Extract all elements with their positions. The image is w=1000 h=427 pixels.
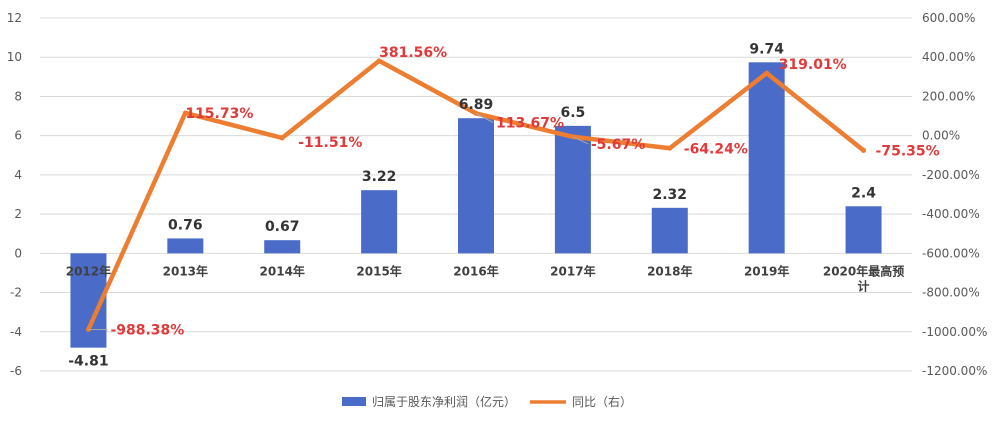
line-point	[764, 70, 770, 76]
right-tick-label: 400.00%	[922, 50, 975, 64]
category-label: 2020年最高预计	[823, 263, 904, 293]
left-tick-label: 0	[14, 246, 22, 260]
line-value-label: -5.67%	[591, 137, 645, 153]
bar-value-labels: -4.81 0.76 0.67 3.22 6.89 6.5 2.32 9.74 2.4	[68, 41, 876, 369]
category-label: 2012年	[66, 263, 111, 278]
left-tick-label: 10	[7, 50, 22, 64]
bar-value-label: 2.4	[851, 185, 876, 201]
line-point	[376, 58, 382, 64]
bar-value-label: 0.76	[168, 217, 203, 233]
line-value-labels: -988.38% 115.73% -11.51% 381.56% 113.67% -5.6…	[88, 45, 940, 338]
left-tick-label: 4	[14, 168, 22, 182]
right-tick-label: -200.00%	[922, 168, 980, 182]
left-axis: -6 -4 -2 0 2 4 6 8 10 12	[7, 11, 22, 378]
legend: 归属于股东净利润（亿元） 同比（右）	[342, 394, 632, 409]
line-value-label: 381.56%	[379, 45, 447, 61]
left-tick-label: -2	[10, 286, 22, 300]
bar-value-label: 0.67	[265, 219, 300, 235]
left-tick-label: -6	[10, 364, 22, 378]
bar	[748, 62, 785, 254]
left-tick-label: 12	[7, 11, 22, 25]
legend-bar-label: 归属于股东净利润（亿元）	[372, 394, 516, 409]
bar	[361, 190, 398, 254]
category-labels: 2012年 2013年 2014年 2015年 2016年 2017年 2018年 2019年…	[66, 263, 905, 293]
category-label: 2013年	[163, 263, 208, 278]
right-tick-label: 200.00%	[922, 89, 975, 103]
line-value-label: -11.51%	[298, 135, 362, 151]
bar-value-label: 6.89	[459, 97, 494, 113]
left-tick-label: 8	[14, 89, 22, 103]
bar-value-label: -4.81	[68, 354, 108, 370]
left-tick-label: -4	[10, 325, 22, 339]
line-value-label: -988.38%	[110, 322, 184, 338]
category-label: 2019年	[744, 263, 789, 278]
category-label: 2015年	[356, 263, 401, 278]
line-value-label: 319.01%	[779, 57, 847, 73]
right-tick-label: -1000.00%	[922, 325, 987, 339]
bar	[845, 206, 882, 254]
right-tick-label: -400.00%	[922, 207, 980, 221]
right-tick-label: 0.00%	[922, 129, 960, 143]
line-point	[861, 147, 867, 153]
right-tick-label: -1200.00%	[922, 364, 987, 378]
legend-bar-swatch	[342, 397, 366, 406]
bar	[458, 118, 494, 254]
bar	[167, 238, 204, 254]
category-label: 2016年	[453, 263, 498, 278]
bar	[651, 207, 688, 254]
line-point	[182, 110, 188, 116]
line-point	[279, 135, 285, 141]
category-label: 2018年	[647, 263, 692, 278]
right-tick-label: -600.00%	[922, 246, 980, 260]
legend-line-label: 同比（右）	[572, 394, 632, 409]
line-value-label: 115.73%	[185, 106, 253, 122]
bar-value-label: 2.32	[653, 187, 688, 203]
left-tick-label: 6	[14, 129, 22, 143]
bar-value-label: 3.22	[362, 169, 397, 185]
line-point	[667, 145, 673, 151]
category-label: 2014年	[260, 263, 305, 278]
right-tick-label: -800.00%	[922, 286, 980, 300]
left-tick-label: 2	[14, 207, 22, 221]
right-tick-label: 600.00%	[922, 11, 975, 25]
label-leader	[572, 136, 589, 145]
bar-value-label: 9.74	[749, 41, 784, 57]
line-value-label: 113.67%	[496, 115, 564, 131]
category-label: 2017年	[550, 263, 595, 278]
bar	[264, 240, 301, 254]
bar-value-label: 6.5	[560, 105, 585, 121]
label-leader	[475, 112, 494, 123]
right-axis: -1200.00% -1000.00% -800.00% -600.00% -400.0…	[922, 11, 987, 378]
line-value-label: -75.35%	[876, 143, 940, 159]
bar	[554, 125, 591, 254]
line-value-label: -64.24%	[684, 141, 748, 157]
